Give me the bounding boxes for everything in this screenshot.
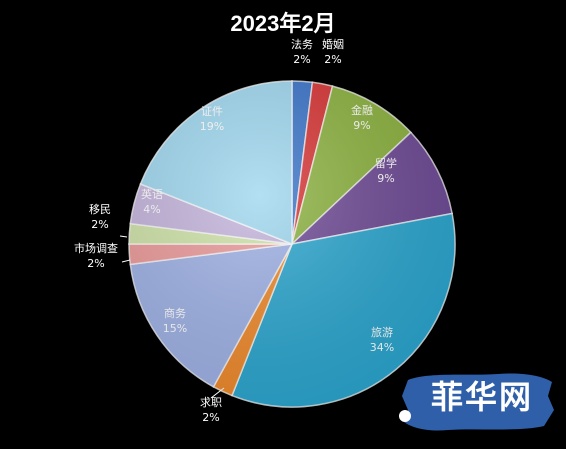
watermark-text: 菲华网 — [430, 378, 533, 416]
slice-label-1: 婚姻 — [322, 37, 344, 51]
leader-line-7 — [121, 259, 131, 263]
slice-value-label-9: 4% — [143, 203, 160, 216]
chart-title: 2023年2月 — [230, 11, 336, 36]
slice-value-label-8: 2% — [91, 218, 108, 231]
slice-label-7: 市场调查 — [74, 241, 118, 255]
slice-value-label-10: 19% — [200, 120, 224, 133]
slice-label-0: 法务 — [291, 37, 313, 51]
slice-value-label-4: 34% — [370, 341, 394, 354]
slice-label-6: 商务 — [164, 306, 186, 320]
slice-value-label-6: 15% — [163, 322, 187, 335]
slice-value-label-5: 2% — [202, 411, 219, 424]
watermark-dot-icon — [399, 410, 411, 422]
slice-value-label-7: 2% — [87, 257, 104, 270]
slice-label-4: 旅游 — [371, 325, 393, 339]
slice-value-label-2: 9% — [353, 119, 370, 132]
slice-value-label-0: 2% — [293, 53, 310, 66]
slice-label-9: 英语 — [141, 187, 163, 201]
slice-label-2: 金融 — [351, 103, 373, 117]
watermark-brush — [399, 373, 554, 431]
slice-label-8: 移民 — [89, 203, 111, 216]
slice-value-label-1: 2% — [324, 53, 341, 66]
slice-label-5: 求职 — [200, 396, 222, 409]
slice-value-label-3: 9% — [377, 172, 394, 185]
slice-label-10: 证件 — [201, 105, 223, 118]
leader-line-8 — [119, 235, 128, 238]
slice-label-3: 留学 — [375, 156, 397, 170]
